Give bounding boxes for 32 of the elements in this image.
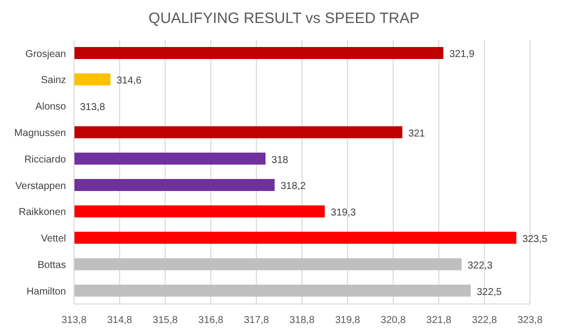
- data-label: 314,6: [116, 76, 142, 87]
- x-tick-label: 323,8: [517, 315, 543, 326]
- y-tick-label: Grosjean: [25, 48, 66, 60]
- data-label: 318: [272, 154, 289, 166]
- chart-title: QUALIFYING RESULT vs SPEED TRAP: [148, 9, 420, 29]
- x-tick-label: 319,8: [335, 315, 361, 326]
- y-tick-label: Ricciardo: [24, 154, 66, 166]
- data-label: 321: [408, 128, 426, 140]
- x-tick-label: 320,8: [380, 315, 406, 326]
- x-tick-label: 321,8: [426, 315, 452, 326]
- data-label: 322,3: [468, 260, 494, 272]
- y-tick-label: Sainz: [40, 75, 66, 86]
- data-label: 318,2: [280, 181, 306, 192]
- y-tick-label: Hamilton: [26, 286, 66, 298]
- x-tick-label: 322,8: [472, 315, 498, 326]
- data-label: 321,9: [449, 49, 475, 60]
- x-tick-label: 315,8: [152, 315, 178, 326]
- y-tick-label: Magnussen: [14, 128, 66, 139]
- y-tick-label: Verstappen: [15, 180, 66, 192]
- x-tick-label: 318,8: [289, 315, 315, 326]
- y-tick-label: Raikkonen: [18, 207, 66, 218]
- data-label: 322,5: [476, 286, 502, 298]
- x-tick-label: 317,8: [244, 315, 270, 326]
- data-label: 323,5: [522, 234, 548, 245]
- data-label: 319,3: [330, 208, 356, 219]
- x-tick-label: 313,8: [61, 315, 87, 326]
- x-tick-label: 316,8: [198, 315, 224, 326]
- y-tick-label: Bottas: [38, 260, 66, 271]
- x-tick-label: 314,8: [107, 315, 133, 326]
- data-label: 313,8: [80, 102, 106, 113]
- y-tick-label: Vettel: [40, 234, 66, 245]
- y-tick-label: Alonso: [35, 102, 66, 113]
